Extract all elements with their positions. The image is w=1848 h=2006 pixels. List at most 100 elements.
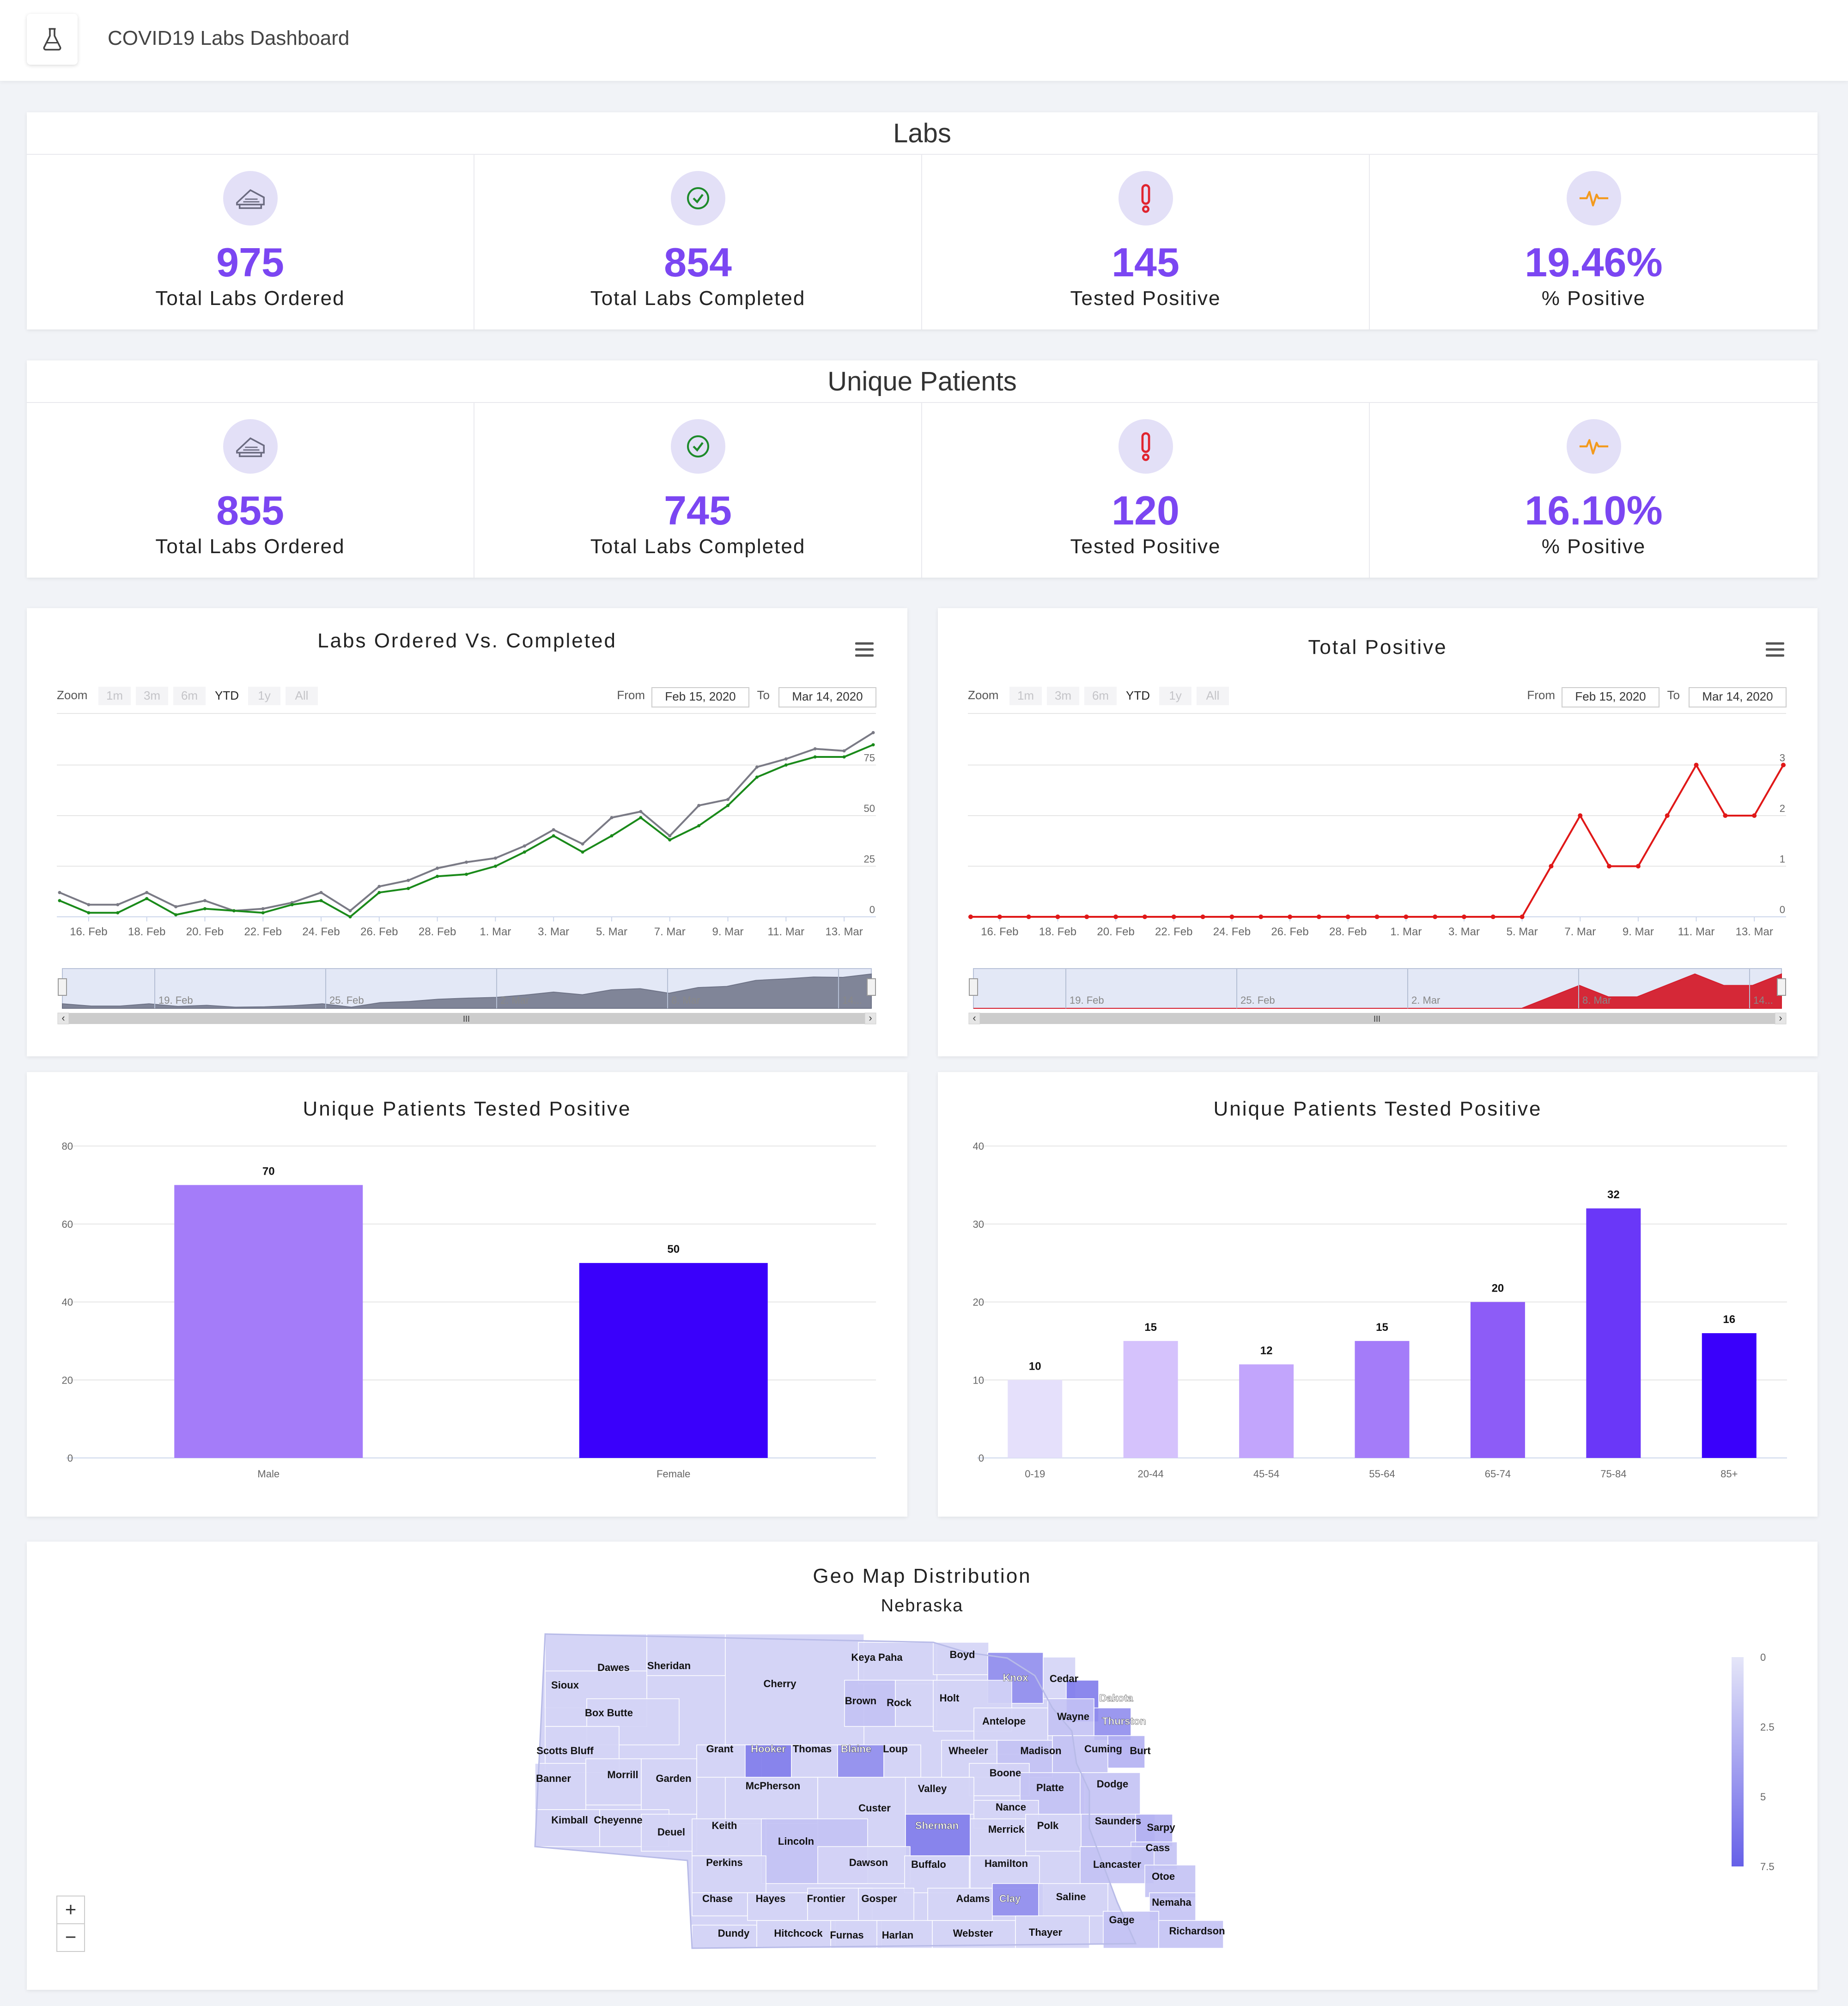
zoom-1y-button[interactable] (1159, 687, 1191, 705)
data-point[interactable] (1288, 915, 1293, 919)
navigator-left-handle[interactable] (969, 978, 978, 996)
data-point[interactable] (1635, 864, 1641, 869)
navigator-right-handle[interactable] (867, 978, 876, 996)
data-point[interactable] (261, 907, 265, 910)
data-point[interactable] (203, 899, 207, 902)
data-point[interactable] (493, 865, 497, 868)
navigator-right-handle[interactable] (1777, 978, 1786, 996)
county-saline[interactable] (1038, 1883, 1108, 1916)
zoom-1m-button[interactable] (98, 687, 131, 705)
county-webster[interactable] (932, 1920, 1016, 1949)
data-point[interactable] (493, 856, 497, 860)
county-furnas[interactable] (830, 1920, 882, 1949)
data-point[interactable] (290, 903, 294, 907)
data-point[interactable] (1433, 915, 1438, 919)
scrollbar-track[interactable] (58, 1013, 876, 1024)
data-point[interactable] (261, 911, 265, 915)
data-point[interactable] (668, 834, 672, 838)
county-buffalo[interactable] (904, 1855, 970, 1893)
data-point[interactable] (552, 828, 555, 832)
nebraska-county-map[interactable]: Dawes Sheridan Cherry Keya Paha Boyd Knox Ceda… (27, 1542, 1818, 1990)
bar-55-64[interactable] (1355, 1341, 1410, 1458)
scrollbar-left-arrow[interactable] (968, 1012, 980, 1024)
data-point[interactable] (1084, 915, 1089, 919)
bar-20-44[interactable] (1123, 1341, 1178, 1458)
county-dundy[interactable] (692, 1925, 757, 1949)
zoom-YTD-button[interactable] (211, 687, 243, 705)
zoom-3m-button[interactable] (136, 687, 168, 705)
county-cherry[interactable] (725, 1634, 864, 1745)
county-gage[interactable] (1103, 1911, 1159, 1949)
county-cuming[interactable] (1052, 1735, 1108, 1773)
to-date-input[interactable] (778, 687, 876, 707)
county-deuel[interactable] (641, 1814, 697, 1852)
county-hamilton[interactable] (970, 1855, 1040, 1889)
data-point[interactable] (1345, 915, 1350, 919)
data-point[interactable] (1723, 813, 1728, 818)
zoom-1m-button[interactable] (1009, 687, 1042, 705)
navigator-left-handle[interactable] (58, 978, 67, 996)
data-point[interactable] (319, 899, 323, 902)
data-point[interactable] (871, 743, 875, 747)
data-point[interactable] (523, 850, 526, 854)
data-point[interactable] (1752, 813, 1757, 818)
data-point[interactable] (1200, 915, 1205, 919)
zoom-6m-button[interactable] (1084, 687, 1117, 705)
data-point[interactable] (1549, 864, 1554, 869)
data-point[interactable] (1258, 915, 1264, 919)
data-point[interactable] (1113, 915, 1119, 919)
data-point[interactable] (1229, 915, 1234, 919)
county-hitchcock[interactable] (756, 1920, 836, 1949)
zoom-3m-button[interactable] (1047, 687, 1079, 705)
data-point[interactable] (145, 890, 149, 894)
scrollbar-left-arrow[interactable] (57, 1012, 69, 1024)
data-point[interactable] (997, 915, 1002, 919)
to-date-input[interactable] (1689, 687, 1787, 707)
county-loup[interactable] (883, 1744, 921, 1778)
data-point[interactable] (668, 838, 672, 842)
scrollbar-track[interactable] (969, 1013, 1786, 1024)
data-point[interactable] (581, 842, 584, 846)
data-point[interactable] (552, 834, 555, 838)
county-perkins[interactable] (692, 1855, 766, 1893)
data-point[interactable] (1404, 915, 1409, 919)
data-point[interactable] (1665, 813, 1670, 818)
data-point[interactable] (842, 749, 846, 753)
data-point[interactable] (1520, 915, 1525, 919)
chart-menu-icon[interactable] (1766, 642, 1784, 657)
data-point[interactable] (1607, 864, 1612, 869)
county-otoe[interactable] (1144, 1865, 1196, 1898)
data-point[interactable] (116, 911, 120, 915)
bar-65-74[interactable] (1470, 1302, 1525, 1458)
data-point[interactable] (1578, 813, 1583, 818)
data-point[interactable] (697, 824, 701, 828)
county-thomas[interactable] (791, 1744, 838, 1778)
data-point[interactable] (1461, 915, 1466, 919)
zoom-YTD-button[interactable] (1122, 687, 1154, 705)
data-point[interactable] (87, 911, 91, 915)
data-point[interactable] (813, 755, 817, 759)
data-point[interactable] (1055, 915, 1060, 919)
data-point[interactable] (1316, 915, 1321, 919)
county-morrill[interactable] (585, 1758, 642, 1805)
county-dodge[interactable] (1080, 1772, 1141, 1815)
data-point[interactable] (726, 798, 730, 801)
data-point[interactable] (755, 765, 759, 769)
county-lancaster[interactable] (1080, 1846, 1155, 1884)
county-hayes[interactable] (747, 1892, 808, 1921)
bar-Male[interactable] (174, 1185, 363, 1458)
data-point[interactable] (116, 903, 120, 907)
data-point[interactable] (968, 915, 973, 919)
data-point[interactable] (1171, 915, 1176, 919)
zoom-6m-button[interactable] (173, 687, 206, 705)
data-point[interactable] (813, 747, 817, 750)
county-boone[interactable] (969, 1763, 1030, 1796)
app-logo[interactable] (27, 14, 78, 65)
data-point[interactable] (842, 755, 846, 759)
data-point[interactable] (871, 731, 875, 734)
data-point[interactable] (203, 907, 207, 910)
data-point[interactable] (1490, 915, 1495, 919)
data-point[interactable] (348, 909, 352, 913)
county-hooker[interactable] (745, 1744, 792, 1778)
county-chase[interactable] (692, 1892, 748, 1916)
